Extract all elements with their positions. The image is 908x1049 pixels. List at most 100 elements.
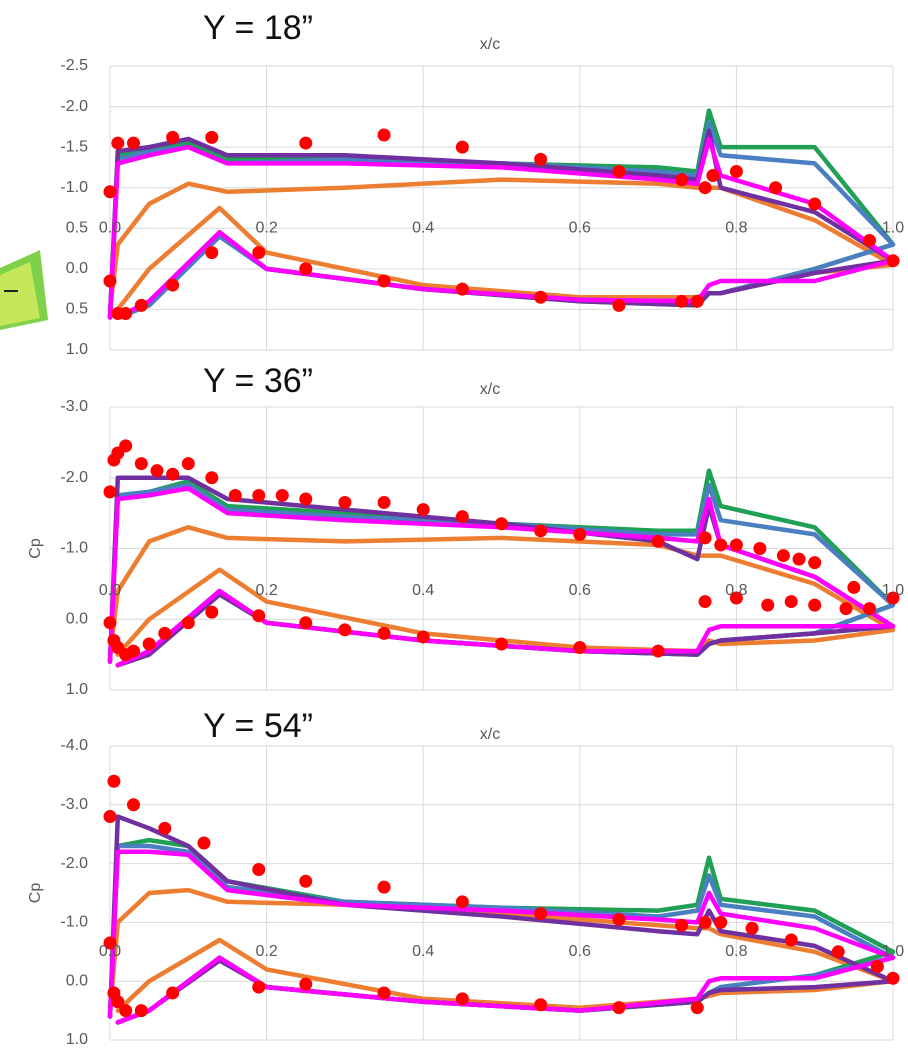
chart-title: Y = 18” bbox=[203, 9, 313, 47]
y-tick-label: 1.0 bbox=[66, 1031, 88, 1048]
data-point bbox=[675, 295, 688, 308]
y-tick-label: -1.0 bbox=[60, 540, 88, 557]
data-point bbox=[612, 1001, 625, 1014]
data-point bbox=[706, 169, 719, 182]
data-point bbox=[378, 627, 391, 640]
y-tick-label: 0.0 bbox=[66, 610, 88, 627]
data-point bbox=[793, 553, 806, 566]
data-point bbox=[299, 137, 312, 150]
data-point bbox=[612, 299, 625, 312]
y-tick-label: -2.0 bbox=[60, 469, 88, 486]
y-axis-title: Cp bbox=[27, 883, 44, 904]
x-tick-label: 0.2 bbox=[255, 582, 277, 599]
data-point bbox=[730, 538, 743, 551]
data-point bbox=[691, 295, 704, 308]
data-point bbox=[252, 609, 265, 622]
data-point bbox=[612, 913, 625, 926]
data-point bbox=[832, 945, 845, 958]
data-point bbox=[127, 137, 140, 150]
x-tick-label: 0.0 bbox=[99, 582, 121, 599]
data-point bbox=[652, 645, 665, 658]
data-point bbox=[158, 822, 171, 835]
data-point bbox=[299, 875, 312, 888]
y-tick-label: -3.0 bbox=[60, 796, 88, 813]
x-tick-label: 1.0 bbox=[882, 582, 904, 599]
data-point bbox=[753, 542, 766, 555]
series-line bbox=[110, 852, 893, 1023]
x-tick-label: 0.8 bbox=[725, 943, 747, 960]
data-point bbox=[205, 471, 218, 484]
data-point bbox=[746, 922, 759, 935]
y-tick-label: 0.5 bbox=[66, 301, 88, 318]
data-point bbox=[417, 630, 430, 643]
data-point bbox=[299, 978, 312, 991]
data-point bbox=[166, 279, 179, 292]
x-tick-label: 0.4 bbox=[412, 582, 434, 599]
data-point bbox=[652, 535, 665, 548]
data-point bbox=[107, 775, 120, 788]
data-point bbox=[534, 907, 547, 920]
x-tick-label: 1.0 bbox=[882, 943, 904, 960]
data-point bbox=[205, 246, 218, 259]
data-point bbox=[863, 234, 876, 247]
data-point bbox=[730, 165, 743, 178]
data-point bbox=[699, 181, 712, 194]
x-tick-label: 0.6 bbox=[569, 582, 591, 599]
data-point bbox=[135, 299, 148, 312]
data-point bbox=[714, 916, 727, 929]
series-line bbox=[110, 840, 893, 1022]
y-tick-label: 0.0 bbox=[66, 260, 88, 277]
data-point bbox=[276, 489, 289, 502]
data-point bbox=[456, 895, 469, 908]
data-point bbox=[699, 916, 712, 929]
data-point bbox=[378, 128, 391, 141]
data-point bbox=[299, 616, 312, 629]
y-tick-label: -4.0 bbox=[60, 737, 88, 754]
y-tick-label: -3.0 bbox=[60, 398, 88, 415]
data-point bbox=[456, 992, 469, 1005]
data-point bbox=[495, 638, 508, 651]
x-tick-label: 0.2 bbox=[255, 943, 277, 960]
series-line bbox=[110, 846, 893, 1022]
data-point bbox=[887, 254, 900, 267]
chart-title: Y = 36” bbox=[203, 362, 313, 400]
data-point bbox=[127, 798, 140, 811]
data-point bbox=[166, 468, 179, 481]
data-point bbox=[785, 595, 798, 608]
data-point bbox=[699, 531, 712, 544]
data-point bbox=[252, 981, 265, 994]
data-point bbox=[104, 485, 117, 498]
data-point bbox=[205, 606, 218, 619]
data-point bbox=[252, 246, 265, 259]
data-point bbox=[378, 275, 391, 288]
data-point bbox=[378, 496, 391, 509]
x-tick-label: 0.2 bbox=[255, 220, 277, 237]
chart-title: Y = 54” bbox=[203, 707, 313, 745]
data-point bbox=[158, 627, 171, 640]
data-point bbox=[111, 307, 124, 320]
x-tick-label: 0.4 bbox=[412, 943, 434, 960]
data-point bbox=[107, 986, 120, 999]
x-axis-title: x/c bbox=[480, 726, 500, 743]
data-point bbox=[840, 602, 853, 615]
x-tick-label: 1.0 bbox=[882, 220, 904, 237]
data-point bbox=[456, 510, 469, 523]
data-point bbox=[104, 616, 117, 629]
data-point bbox=[104, 810, 117, 823]
chart-page: Y = 18”x/c-2.5-2.0-1.5-1.00.50.00.51.00.… bbox=[0, 0, 908, 1049]
data-point bbox=[111, 137, 124, 150]
data-point bbox=[135, 457, 148, 470]
y-tick-label: -1.0 bbox=[60, 914, 88, 931]
x-tick-label: 0.6 bbox=[569, 943, 591, 960]
data-point bbox=[166, 986, 179, 999]
data-point bbox=[252, 489, 265, 502]
y-tick-label: -2.5 bbox=[60, 57, 88, 74]
page: {"chart_data": [ {"type": "line", "title… bbox=[0, 0, 908, 1049]
data-point bbox=[378, 881, 391, 894]
data-point bbox=[871, 960, 884, 973]
data-point bbox=[534, 153, 547, 166]
x-axis-title: x/c bbox=[480, 381, 500, 398]
data-point bbox=[299, 492, 312, 505]
x-tick-label: 0.6 bbox=[569, 220, 591, 237]
data-point bbox=[534, 291, 547, 304]
